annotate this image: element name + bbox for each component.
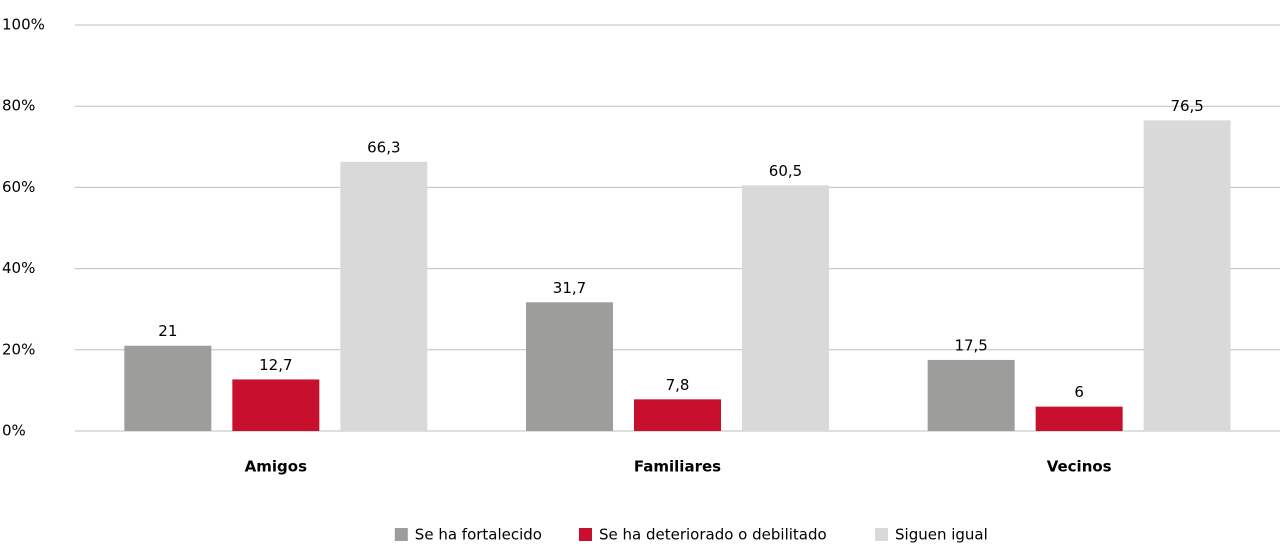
legend-swatch (394, 528, 408, 541)
bar (927, 359, 1015, 431)
legend-label: Se ha fortalecido (415, 526, 542, 544)
bar (340, 161, 428, 431)
y-tick-label: 100% (2, 16, 45, 34)
data-label: 60,5 (769, 162, 802, 180)
data-label: 12,7 (259, 356, 292, 374)
data-label: 7,8 (666, 376, 690, 394)
y-tick-label: 40% (2, 259, 35, 277)
y-tick-label: 80% (2, 97, 35, 115)
bar (526, 302, 613, 431)
x-tick-label: Vecinos (1047, 458, 1112, 476)
x-tick-label: Amigos (245, 458, 307, 476)
y-tick-label: 0% (2, 422, 26, 440)
bar (634, 399, 721, 431)
data-label: 17,5 (954, 336, 987, 354)
bar (124, 345, 212, 431)
x-tick-label: Familiares (634, 458, 721, 476)
data-label: 31,7 (553, 279, 586, 297)
data-label: 76,5 (1170, 97, 1203, 115)
legend-label: Siguen igual (895, 526, 988, 544)
data-label: 6 (1074, 383, 1084, 401)
legend-swatch (875, 528, 888, 541)
legend-label: Se ha deteriorado o debilitado (599, 526, 827, 544)
y-tick-label: 20% (2, 340, 35, 358)
y-tick-label: 60% (2, 178, 35, 196)
bar (1143, 120, 1231, 431)
bar (742, 185, 829, 431)
bar (1035, 406, 1123, 431)
bar (232, 379, 320, 431)
data-label: 21 (158, 322, 177, 340)
data-label: 66,3 (367, 138, 400, 156)
legend-swatch (579, 528, 592, 541)
